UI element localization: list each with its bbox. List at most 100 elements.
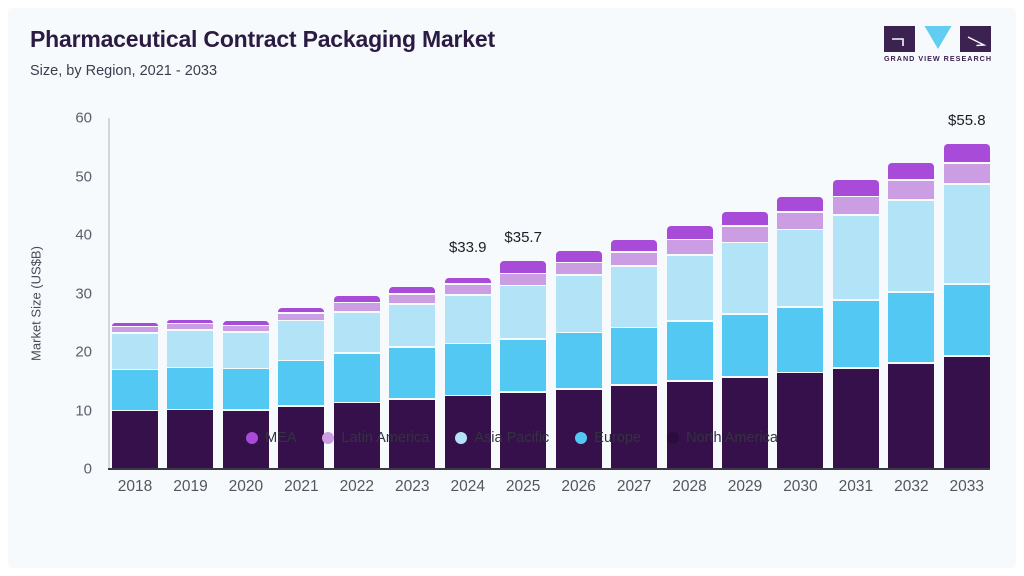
legend-item-asia-pacific[interactable]: Asia Pacific (455, 430, 549, 446)
bar-segment-latin-america[interactable] (666, 240, 713, 254)
bar-column-2019[interactable] (167, 110, 214, 468)
bar-segment-europe[interactable] (666, 322, 713, 380)
bar-segment-north-america[interactable] (888, 364, 935, 468)
bar-segment-europe[interactable] (278, 361, 325, 406)
bar-segment-europe[interactable] (555, 333, 602, 389)
bar-segment-europe[interactable] (444, 344, 491, 395)
bar-segment-latin-america[interactable] (222, 326, 269, 331)
bar-column-2028[interactable] (666, 110, 713, 468)
bar-segment-europe[interactable] (222, 369, 269, 410)
bar-segment-north-america[interactable] (500, 392, 547, 468)
bar-segment-asia-pacific[interactable] (777, 230, 824, 307)
bar-column-2030[interactable] (777, 110, 824, 468)
bar-segment-asia-pacific[interactable] (721, 243, 768, 314)
bar-segment-europe[interactable] (888, 292, 935, 363)
bar-segment-europe[interactable] (832, 301, 879, 368)
bar-segment-mea[interactable] (611, 239, 658, 252)
legend-item-latin-america[interactable]: Latin America (322, 430, 429, 446)
bar-column-2027[interactable] (611, 110, 658, 468)
bar-column-2018[interactable] (112, 110, 158, 468)
bar-segment-north-america[interactable] (112, 411, 158, 468)
bar-segment-europe[interactable] (721, 315, 768, 377)
bar-segment-europe[interactable] (333, 353, 380, 402)
bar-column-2033[interactable]: $55.8 (943, 110, 990, 468)
bar-segment-europe[interactable] (167, 368, 214, 409)
bar-segment-asia-pacific[interactable] (888, 200, 935, 292)
bar-column-2024[interactable]: $33.9 (444, 110, 491, 468)
bar-segment-latin-america[interactable] (500, 274, 547, 285)
bar-segment-latin-america[interactable] (943, 164, 990, 184)
bar-segment-asia-pacific[interactable] (333, 312, 380, 352)
bar-segment-latin-america[interactable] (832, 197, 879, 215)
bar-segment-latin-america[interactable] (888, 180, 935, 200)
bar-segment-north-america[interactable] (777, 373, 824, 468)
bar-segment-mea[interactable] (555, 250, 602, 262)
bar-segment-asia-pacific[interactable] (555, 275, 602, 332)
bar-segment-mea[interactable] (278, 308, 325, 313)
bar-segment-mea[interactable] (389, 287, 436, 294)
bar-segment-mea[interactable] (888, 162, 935, 180)
legend-item-north-america[interactable]: North America (667, 430, 778, 446)
bar-segment-asia-pacific[interactable] (167, 330, 214, 367)
bar-segment-asia-pacific[interactable] (500, 286, 547, 338)
bar-segment-mea[interactable] (666, 226, 713, 239)
bar-segment-latin-america[interactable] (389, 294, 436, 303)
bar-segment-mea[interactable] (112, 323, 158, 326)
bar-segment-europe[interactable] (943, 284, 990, 356)
bar-segment-latin-america[interactable] (112, 327, 158, 333)
bar-segment-mea[interactable] (943, 144, 990, 163)
bar-segment-north-america[interactable] (389, 399, 436, 468)
bar-segment-asia-pacific[interactable] (832, 215, 879, 300)
bar-segment-europe[interactable] (777, 308, 824, 372)
bar-segment-north-america[interactable] (278, 406, 325, 468)
bar-segment-mea[interactable] (167, 319, 214, 323)
bar-segment-mea[interactable] (222, 321, 269, 325)
legend-item-europe[interactable]: Europe (575, 430, 641, 446)
bar-segment-latin-america[interactable] (333, 303, 380, 312)
bar-column-2020[interactable] (222, 110, 269, 468)
bar-segment-north-america[interactable] (943, 357, 990, 468)
bar-segment-north-america[interactable] (832, 368, 879, 468)
bar-segment-latin-america[interactable] (721, 227, 768, 242)
bar-segment-asia-pacific[interactable] (278, 321, 325, 360)
bar-segment-mea[interactable] (500, 261, 547, 273)
bar-segment-mea[interactable] (444, 277, 491, 284)
bar-segment-latin-america[interactable] (167, 324, 214, 330)
bar-segment-europe[interactable] (500, 339, 547, 392)
bar-segment-latin-america[interactable] (555, 263, 602, 275)
bar-column-2023[interactable] (389, 110, 436, 468)
bar-segment-europe[interactable] (112, 370, 158, 410)
bar-segment-north-america[interactable] (555, 389, 602, 468)
bar-segment-asia-pacific[interactable] (666, 255, 713, 321)
bar-segment-north-america[interactable] (721, 378, 768, 468)
bar-column-2032[interactable] (888, 110, 935, 468)
bar-segment-north-america[interactable] (222, 410, 269, 468)
bar-column-2029[interactable] (721, 110, 768, 468)
bar-segment-mea[interactable] (832, 179, 879, 196)
bar-segment-asia-pacific[interactable] (444, 295, 491, 343)
bar-segment-north-america[interactable] (444, 396, 491, 468)
bar-segment-latin-america[interactable] (278, 313, 325, 320)
bar-segment-asia-pacific[interactable] (222, 332, 269, 368)
bar-column-2022[interactable] (333, 110, 380, 468)
legend-item-mea[interactable]: MEA (246, 430, 296, 446)
bar-column-2025[interactable]: $35.7 (500, 110, 547, 468)
bar-column-2021[interactable] (278, 110, 325, 468)
bar-segment-europe[interactable] (611, 328, 658, 385)
bar-segment-north-america[interactable] (333, 403, 380, 468)
bar-segment-europe[interactable] (389, 347, 436, 399)
bar-segment-mea[interactable] (721, 211, 768, 226)
bar-segment-latin-america[interactable] (611, 252, 658, 266)
bar-segment-north-america[interactable] (666, 381, 713, 468)
bar-column-2031[interactable] (832, 110, 879, 468)
bar-segment-latin-america[interactable] (777, 213, 824, 229)
bar-segment-asia-pacific[interactable] (943, 184, 990, 284)
bar-segment-latin-america[interactable] (444, 284, 491, 295)
bar-segment-asia-pacific[interactable] (611, 266, 658, 327)
bar-segment-asia-pacific[interactable] (112, 333, 158, 369)
bar-column-2026[interactable] (555, 110, 602, 468)
bar-segment-asia-pacific[interactable] (389, 304, 436, 347)
bar-segment-mea[interactable] (777, 196, 824, 212)
bar-segment-north-america[interactable] (167, 410, 214, 468)
bar-segment-mea[interactable] (333, 296, 380, 302)
